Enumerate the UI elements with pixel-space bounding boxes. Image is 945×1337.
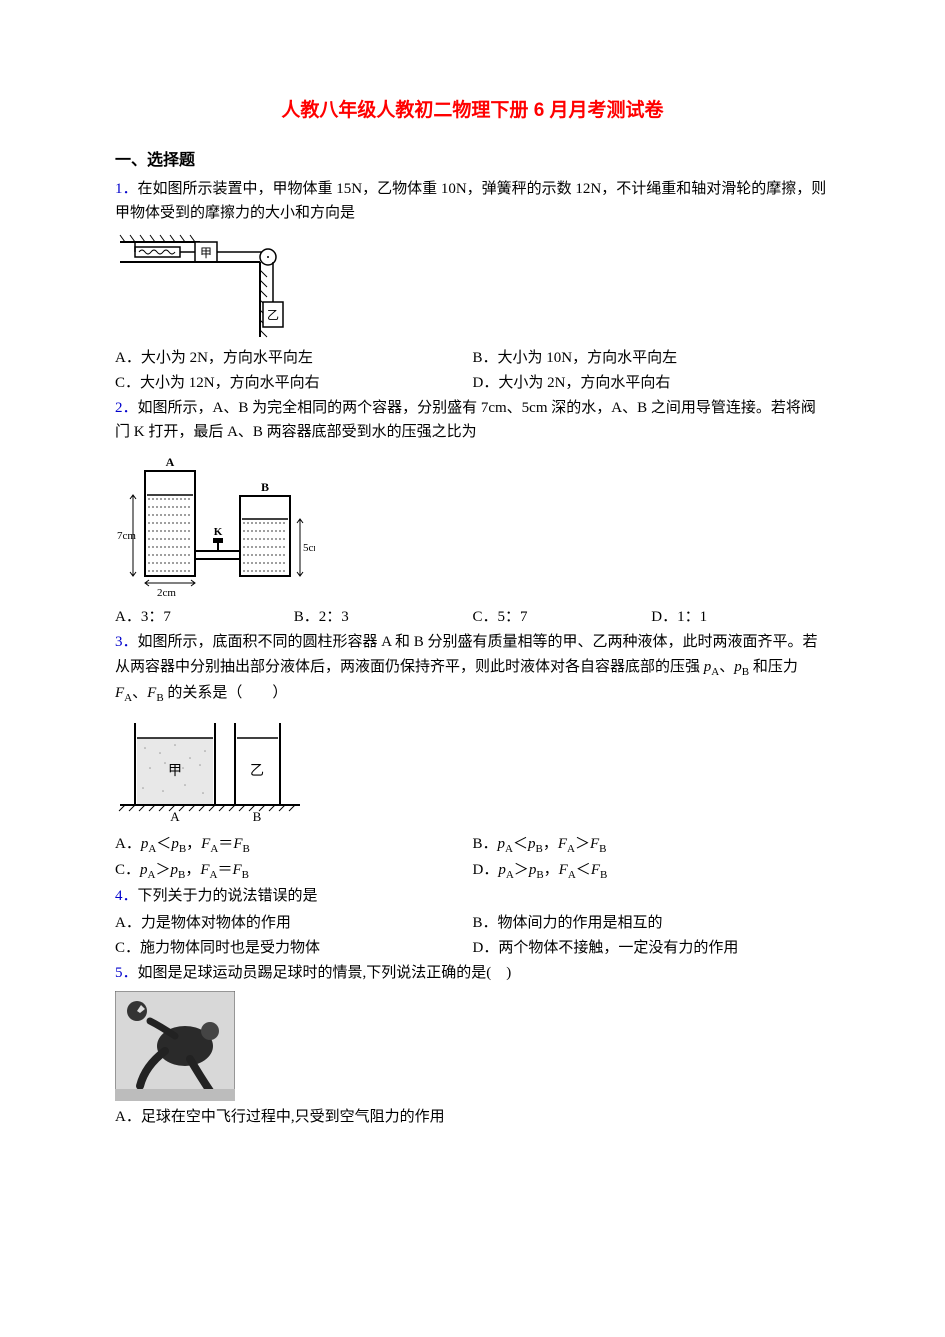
figure-q2: A 7cm B 5cm K 2cm	[115, 451, 830, 601]
options-q4: A．力是物体对物体的作用 B．物体间力的作用是相互的 C．施力物体同时也是受力物…	[115, 911, 830, 961]
question-2: 2．如图所示，A、B 为完全相同的两个容器，分别盛有 7cm、5cm 深的水，A…	[115, 396, 830, 446]
svg-text:7cm: 7cm	[117, 530, 136, 542]
option-d: D．1：1	[651, 605, 830, 630]
svg-text:K: K	[214, 526, 223, 538]
page-title: 人教八年级人教初二物理下册 6 月月考测试卷	[115, 95, 830, 126]
options-q1: A．大小为 2N，方向水平向左 B．大小为 10N，方向水平向左 C．大小为 1…	[115, 346, 830, 396]
var-fb: F	[147, 685, 156, 701]
option-c: C．pA＞pB，FA＝FB	[115, 858, 473, 884]
figure-q3: 甲 A 乙 B	[115, 713, 830, 828]
option-d: D．pA＞pB，FA＜FB	[473, 858, 831, 884]
question-number: 3．	[115, 634, 138, 650]
question-text: 如图所示，A、B 为完全相同的两个容器，分别盛有 7cm、5cm 深的水，A、B…	[115, 400, 816, 441]
question-1: 1．在如图所示装置中，甲物体重 15N，乙物体重 10N，弹簧秤的示数 12N，…	[115, 177, 830, 227]
option-d: D．大小为 2N，方向水平向右	[473, 371, 831, 396]
option-c: C．大小为 12N，方向水平向右	[115, 371, 473, 396]
svg-text:2cm: 2cm	[157, 587, 176, 599]
option-b: B．pA＜pB，FA＞FB	[473, 832, 831, 858]
figure-q1: 甲 乙	[115, 232, 830, 342]
svg-text:甲: 甲	[168, 764, 182, 779]
question-number: 5．	[115, 965, 138, 981]
question-text: 下列关于力的说法错误的是	[138, 888, 318, 904]
question-number: 1．	[115, 181, 138, 197]
option-c: C．施力物体同时也是受力物体	[115, 936, 473, 961]
section-header: 一、选择题	[115, 148, 830, 174]
option-a: A．足球在空中飞行过程中,只受到空气阻力的作用	[115, 1105, 830, 1130]
var-fa: F	[115, 685, 124, 701]
option-a: A．pA＜pB，FA＝FB	[115, 832, 473, 858]
option-b: B．物体间力的作用是相互的	[473, 911, 831, 936]
svg-text:B: B	[253, 809, 262, 824]
option-c: C．5：7	[473, 605, 652, 630]
options-q3: A．pA＜pB，FA＝FB B．pA＜pB，FA＞FB C．pA＞pB，FA＝F…	[115, 832, 830, 884]
var-pb: p	[734, 659, 742, 675]
svg-text:乙: 乙	[250, 763, 264, 779]
question-number: 4．	[115, 888, 138, 904]
option-a: A．3：7	[115, 605, 294, 630]
option-a: A．力是物体对物体的作用	[115, 911, 473, 936]
question-text: 在如图所示装置中，甲物体重 15N，乙物体重 10N，弹簧秤的示数 12N，不计…	[115, 181, 826, 222]
svg-text:乙: 乙	[267, 308, 279, 322]
svg-text:5cm: 5cm	[303, 542, 315, 554]
question-3: 3．如图所示，底面积不同的圆柱形容器 A 和 B 分别盛有质量相等的甲、乙两种液…	[115, 630, 830, 707]
question-number: 2．	[115, 400, 138, 416]
svg-text:A: A	[166, 455, 175, 469]
question-text: 如图是足球运动员踢足球时的情景,下列说法正确的是( )	[138, 965, 512, 981]
figure-q5	[115, 991, 830, 1101]
svg-text:B: B	[261, 480, 269, 494]
question-4: 4．下列关于力的说法错误的是	[115, 884, 830, 909]
svg-text:甲: 甲	[200, 246, 212, 260]
option-d: D．两个物体不接触，一定没有力的作用	[473, 936, 831, 961]
option-b: B．2：3	[294, 605, 473, 630]
question-5: 5．如图是足球运动员踢足球时的情景,下列说法正确的是( )	[115, 961, 830, 986]
options-q2: A．3：7 B．2：3 C．5：7 D．1：1	[115, 605, 830, 630]
option-a: A．大小为 2N，方向水平向左	[115, 346, 473, 371]
svg-text:A: A	[170, 809, 180, 824]
option-b: B．大小为 10N，方向水平向左	[473, 346, 831, 371]
